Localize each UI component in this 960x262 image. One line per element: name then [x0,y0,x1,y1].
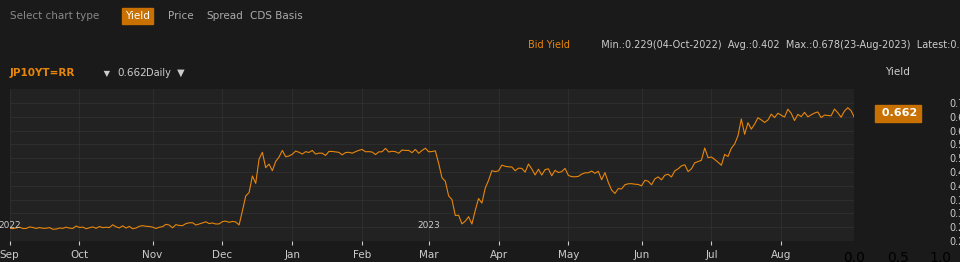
Text: Select chart type: Select chart type [10,11,99,21]
Text: Price: Price [168,11,194,21]
Text: 2023: 2023 [418,221,440,230]
Text: Daily  ▼: Daily ▼ [146,68,185,78]
Text: 2022: 2022 [0,221,21,230]
Text: Yield: Yield [125,11,150,21]
Text: CDS Basis: CDS Basis [250,11,302,21]
Text: 0.662: 0.662 [878,108,917,118]
Text: ▼: ▼ [101,69,110,78]
Text: JP10YT=RR: JP10YT=RR [10,68,75,78]
Text: Spread: Spread [206,11,243,21]
Text: Min.:0.229(04-Oct-2022)  Avg.:0.402  Max.:0.678(23-Aug-2023)  Latest:0.662(05-Se: Min.:0.229(04-Oct-2022) Avg.:0.402 Max.:… [595,40,960,50]
Text: 0.662: 0.662 [118,68,147,78]
Text: Bid Yield: Bid Yield [528,40,570,50]
Text: Yield: Yield [885,67,910,77]
